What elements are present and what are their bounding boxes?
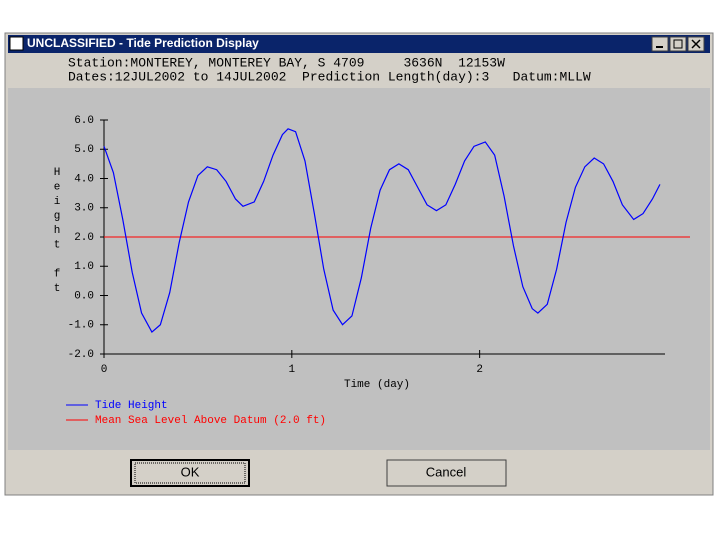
maximize-glyph	[673, 39, 683, 49]
focus-rect	[134, 462, 246, 484]
x-tick-label: 1	[289, 364, 296, 376]
title-bar	[8, 35, 710, 53]
y-tick-label: 1.0	[74, 261, 94, 273]
y-tick-label: 4.0	[74, 173, 94, 185]
x-tick-label: 2	[476, 364, 483, 376]
cancel-label: Cancel	[426, 464, 467, 479]
y-tick-label: 2.0	[74, 232, 94, 244]
ok-button[interactable]	[130, 459, 250, 487]
header-line: Station:MONTEREY, MONTEREY BAY, S 4709 3…	[68, 55, 505, 70]
cancel-button[interactable]	[386, 459, 507, 487]
y-tick-label: 5.0	[74, 144, 94, 156]
legend-label: Mean Sea Level Above Datum (2.0 ft)	[95, 415, 326, 427]
minimize-button[interactable]	[651, 36, 669, 52]
window-controls[interactable]	[651, 36, 705, 52]
y-tick-label: 6.0	[74, 115, 94, 127]
plot: -2.0 -1.0 0.0 1.0 2.0 3.0 4.0 5.0 6.0 0 1 2 Time (da…	[54, 115, 690, 427]
close-glyph	[691, 39, 701, 49]
ok-label: OK	[181, 464, 200, 479]
x-tick-label: 0	[101, 364, 108, 376]
series-line	[103, 128, 661, 334]
chart-panel	[8, 88, 710, 450]
app-icon	[9, 36, 24, 51]
maximize-button[interactable]	[669, 36, 687, 52]
y-tick-label: 3.0	[74, 203, 94, 215]
window-title: UNCLASSIFIED - Tide Prediction Display	[27, 36, 259, 50]
y-tick-label: -1.0	[68, 320, 94, 332]
x-axis-label: Time (day)	[344, 379, 410, 391]
y-tick-label: -2.0	[68, 349, 94, 361]
header-line: Dates:12JUL2002 to 14JUL2002 Prediction …	[68, 69, 591, 84]
legend-label: Tide Height	[95, 400, 168, 412]
y-tick-label: 0.0	[74, 290, 94, 302]
